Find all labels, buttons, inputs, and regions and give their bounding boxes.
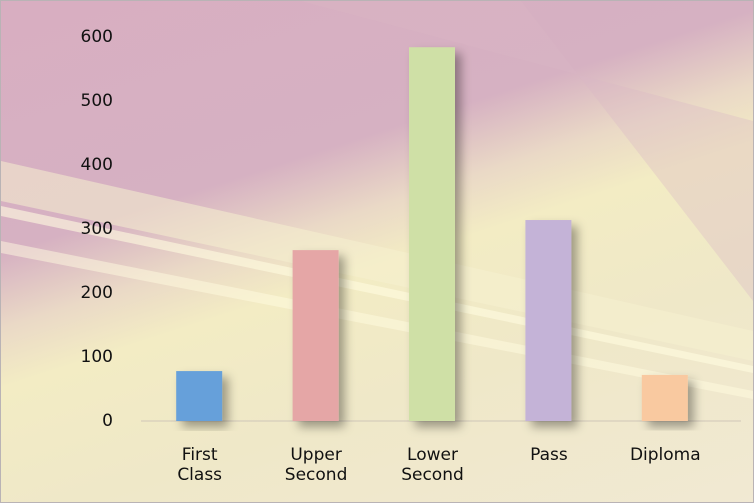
x-tick-label: Upper Second: [284, 445, 348, 485]
y-tick-label: 100: [81, 347, 113, 367]
y-tick-label: 200: [81, 283, 113, 303]
y-tick-label: 600: [81, 27, 113, 47]
bar: [525, 220, 572, 421]
bar: [292, 250, 339, 421]
y-tick-label: 400: [81, 155, 113, 175]
bar: [641, 374, 688, 421]
x-tick-label: Diploma: [629, 445, 701, 465]
y-tick-label: 300: [81, 219, 113, 239]
bar: [176, 371, 223, 421]
y-tick-label: 500: [81, 91, 113, 111]
y-tick-label: 0: [102, 411, 113, 431]
bar: [409, 47, 455, 422]
x-tick-label: First Class: [177, 445, 223, 485]
x-tick-label: Pass: [530, 445, 568, 465]
x-tick-label: Lower Second: [401, 445, 464, 485]
